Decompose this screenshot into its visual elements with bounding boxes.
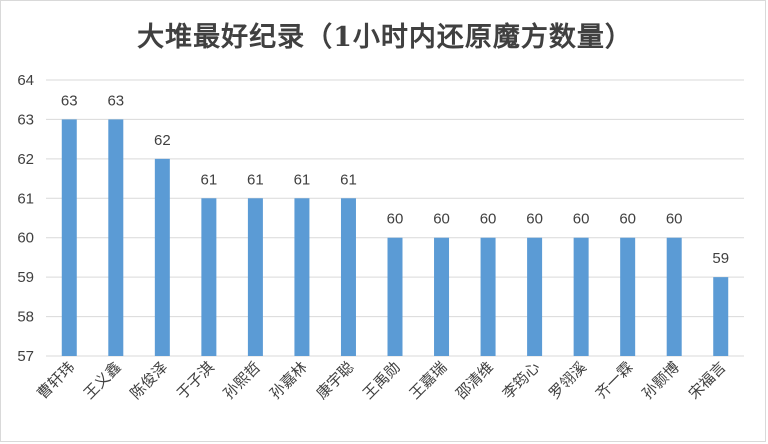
bar: [154, 158, 170, 356]
data-label: 60: [433, 211, 450, 228]
x-tick-label: 宋福言: [685, 358, 730, 403]
x-tick-label: 罗翎溪: [545, 358, 590, 403]
x-tick-label: 王义鑫: [80, 358, 125, 403]
data-label: 62: [154, 132, 171, 149]
y-tick-label: 64: [17, 72, 34, 89]
data-labels: 63 63 62 61 61 61 61 60 60 60 60 60 60 60 59: [61, 92, 729, 267]
bar: [247, 198, 263, 356]
data-label: 60: [480, 211, 497, 228]
x-tick-label: 齐一霖: [592, 358, 637, 403]
x-axis: 曹轩玮 王义鑫 陈俊泽 于子淇 孙熙哲 孙嘉林 康宇聪 王禹勋 王嘉瑞 邵清维 李筠心 罗翎溪 齐一霖孙…: [34, 358, 730, 403]
x-tick-label: 孙熙哲: [220, 358, 265, 403]
x-tick-label: 陈俊泽: [127, 358, 172, 403]
x-tick-label: 于子淇: [173, 358, 218, 403]
x-tick-label: 康宇聪: [313, 358, 358, 403]
x-tick-label: 王禹勋: [359, 358, 404, 403]
bar: [666, 237, 682, 356]
bar: [387, 237, 403, 356]
y-axis: 57 58 59 60 61 62 63 64: [17, 72, 34, 365]
x-tick-label: 曹轩玮: [34, 358, 79, 403]
x-tick-label: 李筠心: [499, 358, 544, 403]
data-label: 63: [61, 92, 78, 109]
data-label: 59: [712, 250, 729, 267]
data-label: 60: [387, 211, 404, 228]
bar: [713, 277, 729, 356]
x-tick-label: 孙嘉林: [266, 358, 311, 403]
bar: [573, 237, 589, 356]
bar: [108, 119, 124, 356]
bar: [620, 237, 636, 356]
data-label: 60: [573, 211, 590, 228]
bar: [201, 198, 217, 356]
x-tick-label: 王嘉瑞: [406, 358, 451, 403]
bar: [434, 237, 450, 356]
bar: [294, 198, 310, 356]
bars: [61, 119, 729, 356]
y-tick-label: 61: [17, 190, 34, 207]
data-label: 61: [340, 171, 357, 188]
y-tick-label: 62: [17, 151, 34, 168]
chart-title: 大堆最好纪录（1小时内还原魔方数量）: [137, 22, 633, 53]
bar: [480, 237, 496, 356]
y-tick-label: 57: [17, 348, 34, 365]
bar: [61, 119, 77, 356]
bar: [340, 198, 356, 356]
data-label: 61: [294, 171, 311, 188]
y-tick-label: 59: [17, 269, 34, 286]
data-label: 60: [526, 211, 543, 228]
data-label: 60: [619, 211, 636, 228]
data-label: 63: [107, 92, 124, 109]
y-tick-label: 60: [17, 230, 34, 247]
data-label: 61: [201, 171, 218, 188]
data-label: 60: [666, 211, 683, 228]
y-tick-label: 63: [17, 111, 34, 128]
bar: [527, 237, 543, 356]
y-tick-label: 58: [17, 309, 34, 326]
x-tick-label: 邵清维: [452, 358, 497, 403]
x-tick-label: 孙颢博: [638, 358, 683, 403]
data-label: 61: [247, 171, 264, 188]
